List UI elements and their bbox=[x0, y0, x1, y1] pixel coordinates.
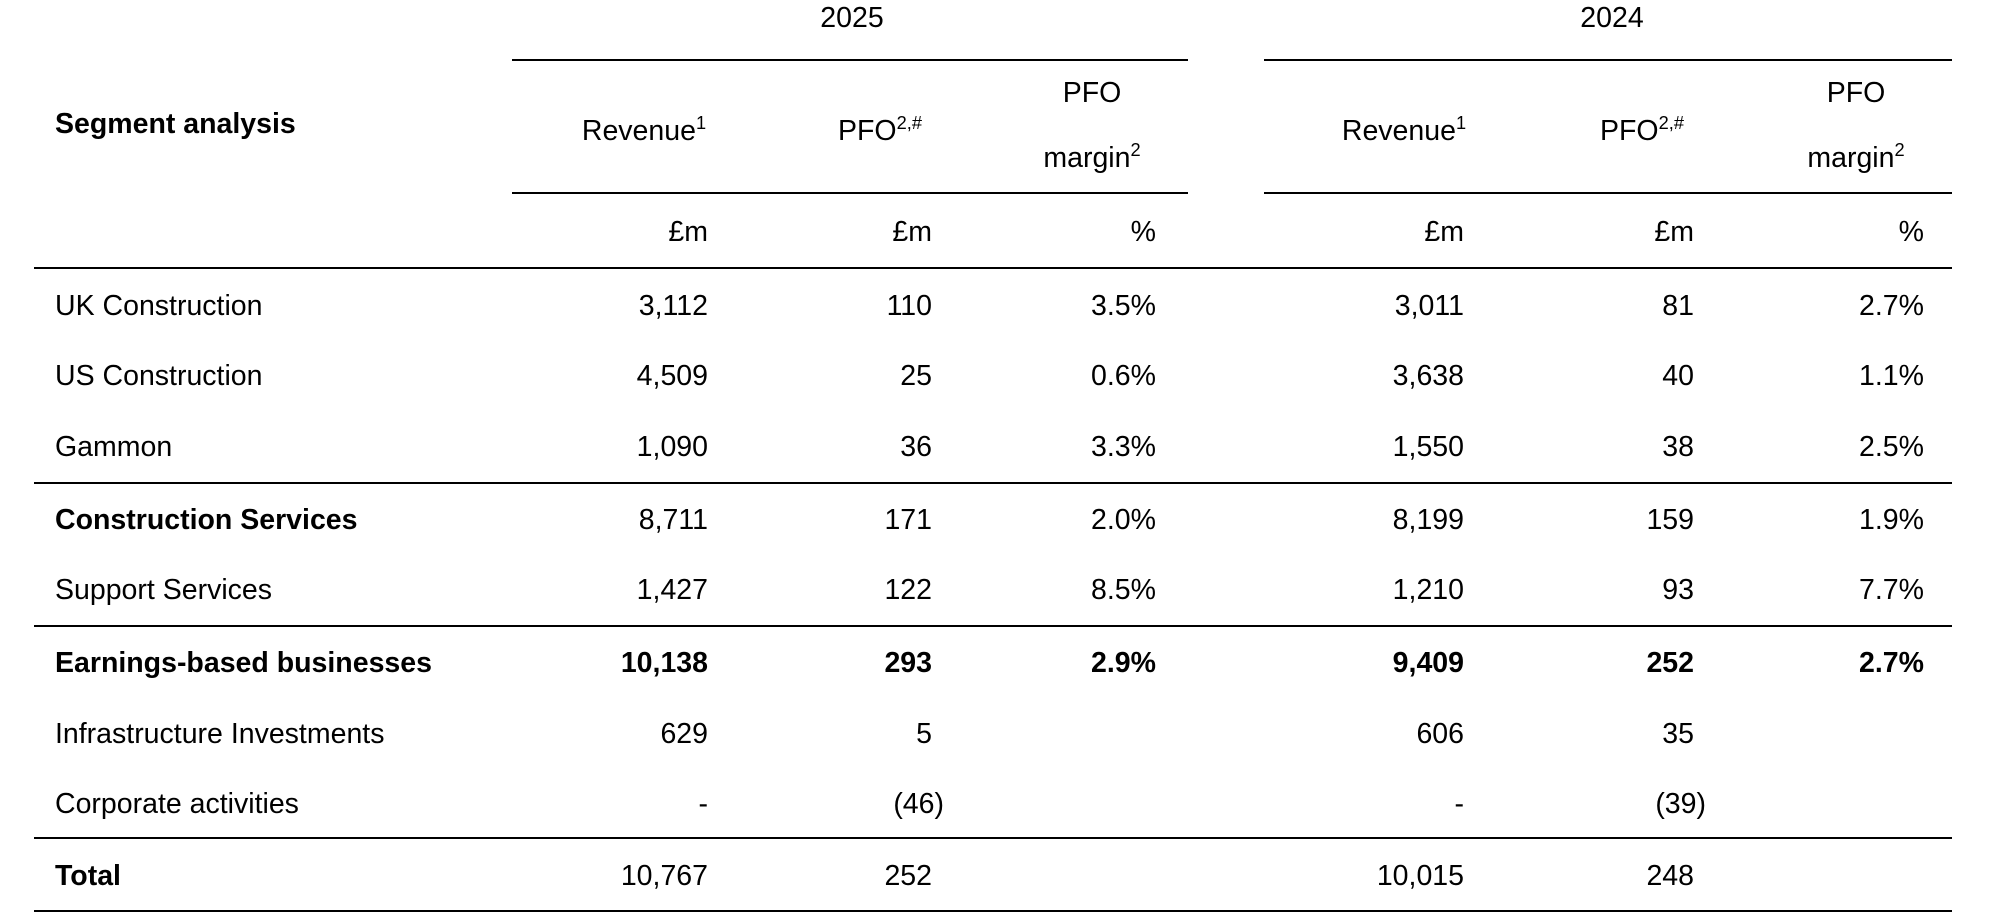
cell-margin-2024: 2.7% bbox=[1859, 647, 1924, 679]
cell-margin-2024: 1.9% bbox=[1859, 504, 1924, 536]
cell-pfo-2024: 40 bbox=[1662, 360, 1694, 392]
cell-pfo-2025: 252 bbox=[884, 860, 932, 892]
cell-revenue-2025: - bbox=[698, 788, 709, 820]
cell-revenue-2025: 3,112 bbox=[638, 290, 708, 322]
cell-margin-2025: 2.9% bbox=[1091, 647, 1156, 679]
row-label-earnings-based-businesses: Earnings-based businesses bbox=[55, 647, 432, 679]
unit-revenue-current: £m bbox=[668, 216, 708, 248]
cell-margin-2025: 8.5% bbox=[1091, 574, 1156, 606]
rule-after-support-services bbox=[34, 625, 1952, 627]
cell-pfo-2025: (46) bbox=[893, 788, 944, 820]
row-label-construction-services: Construction Services bbox=[55, 504, 358, 536]
year-underline-current bbox=[512, 59, 1188, 61]
cell-revenue-2025: 1,427 bbox=[636, 574, 708, 606]
cell-margin-2024: 1.1% bbox=[1859, 360, 1924, 392]
year-header-prior: 2024 bbox=[1580, 2, 1644, 34]
row-label-infrastructure-investments: Infrastructure Investments bbox=[55, 718, 385, 750]
header-pfo-prior: PFO2,# bbox=[1600, 112, 1684, 147]
header-underline-current bbox=[512, 192, 1188, 194]
year-header-current: 2025 bbox=[820, 2, 884, 34]
cell-revenue-2024: - bbox=[1454, 788, 1465, 820]
header-pfo-margin-line2-current: margin2 bbox=[1043, 139, 1141, 174]
cell-margin-2025: 2.0% bbox=[1091, 504, 1156, 536]
cell-revenue-2025: 4,509 bbox=[636, 360, 708, 392]
cell-revenue-2024: 8,199 bbox=[1392, 504, 1464, 536]
cell-revenue-2024: 1,210 bbox=[1392, 574, 1464, 606]
cell-pfo-2024: 35 bbox=[1662, 718, 1694, 750]
cell-pfo-2025: 171 bbox=[884, 504, 932, 536]
unit-pfo-current: £m bbox=[892, 216, 932, 248]
unit-revenue-prior: £m bbox=[1424, 216, 1464, 248]
cell-pfo-2025: 36 bbox=[900, 431, 932, 463]
rule-before-total bbox=[34, 837, 1952, 839]
header-pfo-margin-line1-prior: PFO bbox=[1826, 77, 1886, 109]
cell-revenue-2025: 1,090 bbox=[636, 431, 708, 463]
header-pfo-margin-line2-prior: margin2 bbox=[1807, 139, 1905, 174]
unit-margin-current: % bbox=[1130, 216, 1156, 248]
cell-revenue-2024: 3,011 bbox=[1394, 290, 1464, 322]
cell-pfo-2024: 159 bbox=[1646, 504, 1694, 536]
cell-revenue-2024: 3,638 bbox=[1392, 360, 1464, 392]
cell-revenue-2025: 629 bbox=[660, 718, 708, 750]
header-revenue-current: Revenue1 bbox=[581, 112, 707, 147]
unit-pfo-prior: £m bbox=[1654, 216, 1694, 248]
cell-pfo-2024: 93 bbox=[1662, 574, 1694, 606]
cell-pfo-2024: 81 bbox=[1662, 290, 1694, 322]
cell-pfo-2024: 252 bbox=[1646, 647, 1694, 679]
table-title: Segment analysis bbox=[55, 108, 296, 140]
row-label-us-construction: US Construction bbox=[55, 360, 263, 392]
cell-pfo-2024: 38 bbox=[1662, 431, 1694, 463]
header-underline-prior bbox=[1264, 192, 1952, 194]
rule-top bbox=[34, 267, 1952, 269]
unit-margin-prior: % bbox=[1898, 216, 1924, 248]
cell-margin-2025: 3.5% bbox=[1091, 290, 1156, 322]
header-revenue-prior: Revenue1 bbox=[1341, 112, 1467, 147]
cell-pfo-2025: 293 bbox=[884, 647, 932, 679]
row-label-uk-construction: UK Construction bbox=[55, 290, 263, 322]
cell-margin-2024: 7.7% bbox=[1859, 574, 1924, 606]
cell-revenue-2025: 10,767 bbox=[620, 860, 708, 892]
cell-revenue-2024: 606 bbox=[1416, 718, 1464, 750]
cell-margin-2025: 3.3% bbox=[1091, 431, 1156, 463]
header-pfo-margin-line1-current: PFO bbox=[1062, 77, 1122, 109]
row-label-gammon: Gammon bbox=[55, 431, 173, 463]
row-label-support-services: Support Services bbox=[55, 574, 273, 606]
cell-pfo-2025: 25 bbox=[900, 360, 932, 392]
cell-revenue-2024: 1,550 bbox=[1392, 431, 1464, 463]
cell-revenue-2024: 9,409 bbox=[1392, 647, 1464, 679]
cell-margin-2024: 2.7% bbox=[1859, 290, 1924, 322]
rule-bottom bbox=[34, 910, 1952, 912]
rule-after-gammon bbox=[34, 482, 1952, 484]
year-underline-prior bbox=[1264, 59, 1952, 61]
cell-revenue-2024: 10,015 bbox=[1376, 860, 1464, 892]
cell-pfo-2025: 110 bbox=[886, 290, 932, 322]
cell-pfo-2024: (39) bbox=[1655, 788, 1706, 820]
cell-pfo-2025: 5 bbox=[916, 718, 932, 750]
cell-revenue-2025: 8,711 bbox=[638, 504, 708, 536]
cell-revenue-2025: 10,138 bbox=[620, 647, 708, 679]
cell-margin-2025: 0.6% bbox=[1091, 360, 1156, 392]
cell-pfo-2024: 248 bbox=[1646, 860, 1694, 892]
cell-margin-2024: 2.5% bbox=[1859, 431, 1924, 463]
header-pfo-current: PFO2,# bbox=[838, 112, 922, 147]
row-label-corporate-activities: Corporate activities bbox=[55, 788, 299, 820]
row-label-total: Total bbox=[55, 860, 121, 892]
cell-pfo-2025: 122 bbox=[884, 574, 932, 606]
